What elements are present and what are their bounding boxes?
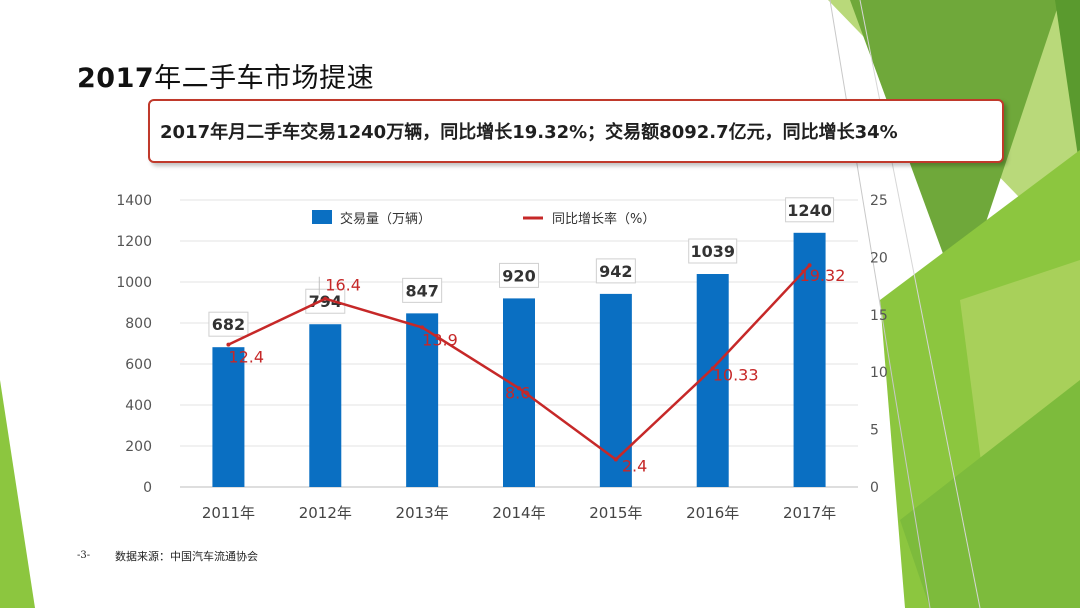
y-right-tick-label: 15 (870, 308, 888, 324)
line-point (613, 457, 618, 462)
bar-label-box (402, 277, 443, 303)
green-facet-6 (900, 380, 1080, 608)
y-left-tick-label: 0 (143, 480, 152, 496)
y-right-tick-label: 0 (870, 480, 879, 496)
page-number: -3- (77, 550, 91, 561)
green-facet-7 (0, 380, 35, 608)
bar (406, 313, 439, 487)
x-tick-label: 2011年 (202, 504, 255, 522)
legend-label-line: 同比增长率（%） (552, 211, 655, 227)
y-left-tick-label: 400 (125, 398, 152, 414)
summary-callout-text: 2017年月二手车交易1240万辆，同比增长19.32%；交易额8092.7亿元… (160, 122, 898, 143)
y-left-tick-label: 600 (125, 357, 152, 373)
y-right-tick-label: 25 (870, 193, 888, 209)
x-tick-label: 2012年 (299, 504, 352, 522)
bar (212, 347, 245, 487)
bar (599, 293, 632, 487)
line-data-label: 13.9 (422, 330, 458, 349)
bar-label-box (785, 197, 835, 223)
line-data-label: 19.32 (800, 266, 846, 285)
line-point (323, 296, 328, 301)
slide-title-text: 年二手车市场提速 (154, 63, 375, 94)
y-left-tick-label: 1000 (116, 275, 152, 291)
line-point (517, 386, 521, 391)
line-data-label: 8.6 (505, 383, 530, 402)
bar-data-label: 920 (502, 266, 535, 285)
bar-data-label: 794 (309, 292, 342, 311)
bar-data-label: 682 (212, 315, 245, 334)
line-data-label: 16.4 (325, 276, 361, 295)
bar (503, 298, 535, 487)
x-tick-label: 2013年 (396, 504, 449, 522)
x-tick-label: 2014年 (492, 504, 545, 522)
slide-title: 2017年二手车市场提速 (77, 56, 374, 95)
line-data-label: 2.4 (622, 456, 647, 475)
x-tick-label: 2017年 (783, 504, 836, 522)
bar-label-box (688, 238, 738, 264)
line-point (420, 325, 425, 330)
green-facet-3 (1055, 0, 1080, 170)
legend-label-bar: 交易量（万辆） (340, 211, 431, 227)
y-left-tick-label: 800 (125, 316, 152, 332)
bar-label-box (305, 288, 346, 314)
bar (696, 274, 729, 487)
y-right-tick-label: 10 (870, 365, 888, 381)
bar-label-box (208, 311, 249, 337)
summary-callout: 2017年月二手车交易1240万辆，同比增长19.32%；交易额8092.7亿元… (148, 99, 1004, 163)
line-point (226, 342, 231, 347)
data-source-note: 数据来源：中国汽车流通协会 (115, 550, 258, 563)
x-tick-label: 2016年 (686, 504, 739, 522)
bar-data-label: 1240 (787, 201, 832, 220)
bar-label-box (499, 262, 539, 288)
legend-swatch-bar (312, 210, 332, 224)
bar-label-box (595, 258, 636, 284)
bar-data-label: 847 (405, 281, 438, 300)
y-left-tick-label: 1200 (116, 234, 152, 250)
line-point (807, 263, 812, 268)
y-left-tick-label: 1400 (116, 193, 152, 209)
line-point (710, 366, 715, 371)
y-right-tick-label: 20 (870, 250, 888, 266)
line-data-label: 12.4 (228, 348, 264, 367)
line-data-label: 10.33 (713, 365, 759, 384)
bar-data-label: 942 (599, 262, 632, 281)
bar (309, 324, 342, 487)
y-right-tick-label: 5 (870, 423, 879, 439)
y-left-tick-label: 200 (125, 439, 152, 455)
bar-data-label: 1039 (690, 242, 735, 261)
x-tick-label: 2015年 (589, 504, 642, 522)
slide-title-year: 2017 (77, 63, 155, 94)
